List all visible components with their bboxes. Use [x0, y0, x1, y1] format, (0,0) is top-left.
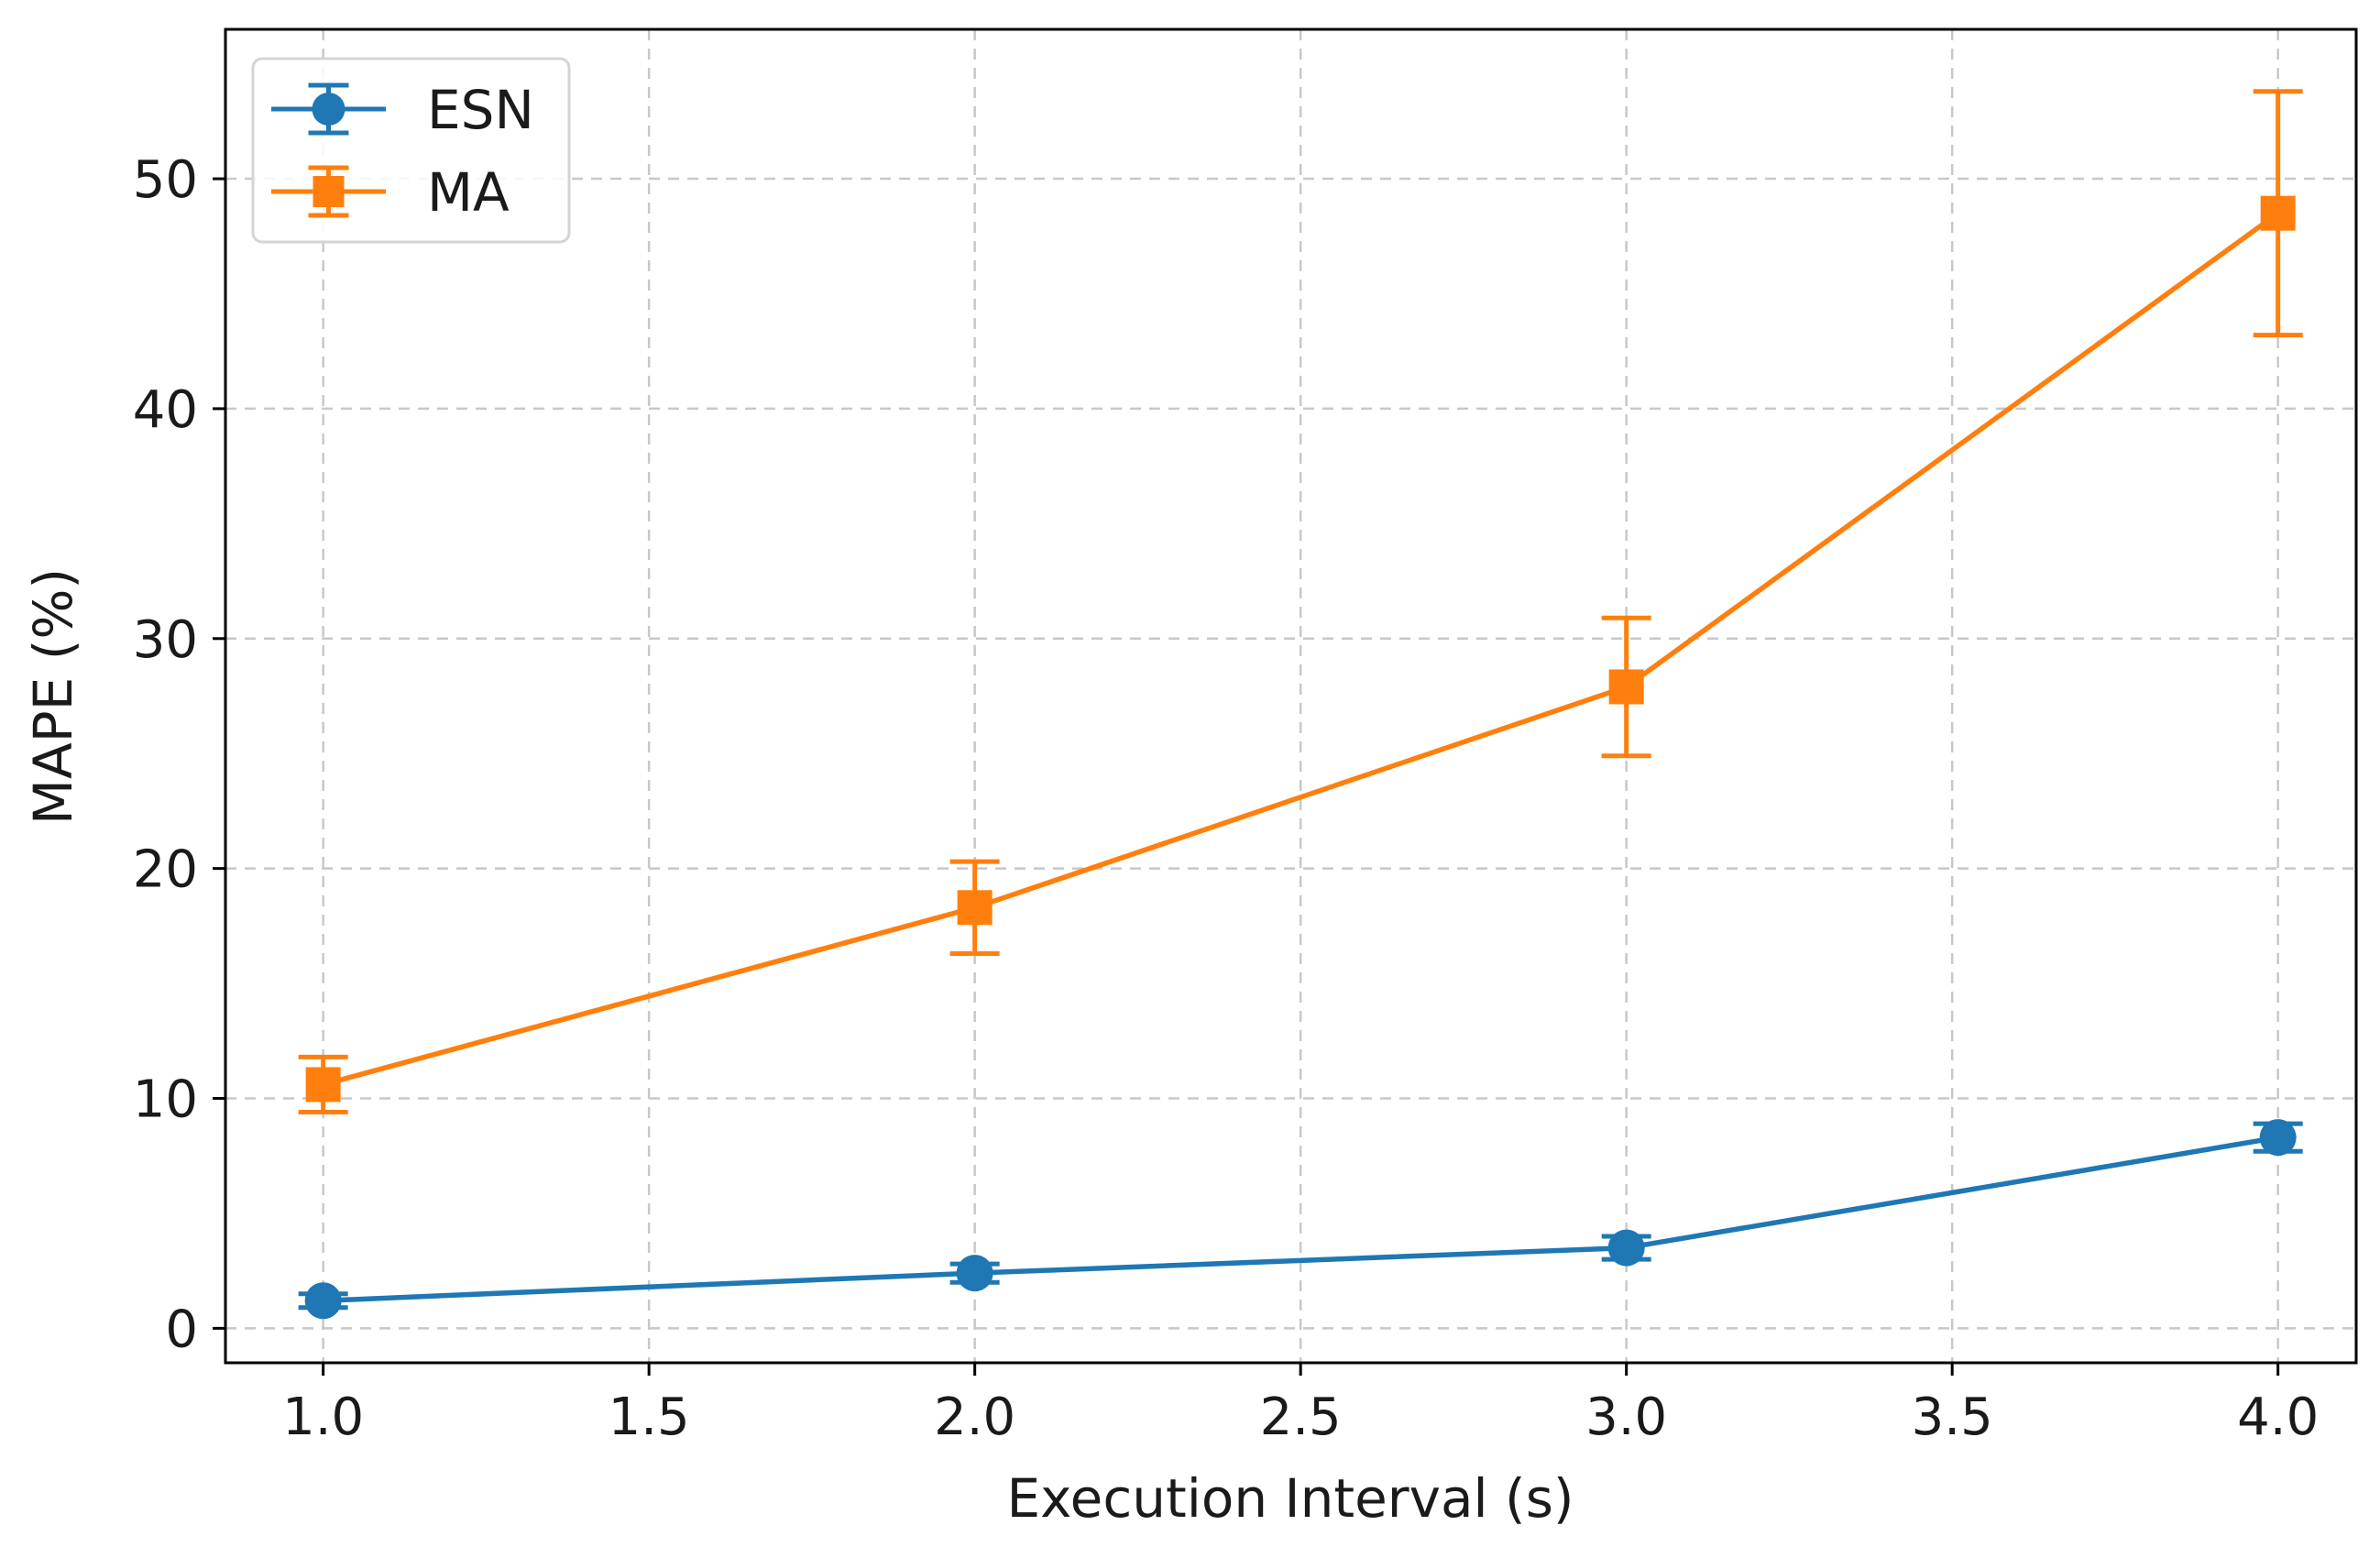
- y-tick-label: 20: [133, 840, 198, 900]
- axis-ticks: 1.0 1.5 2.0 2.5 3.0 3.5 4.0 0 10 20 30 40 50: [133, 150, 2319, 1447]
- esn-marker: [956, 1255, 993, 1292]
- esn-marker: [304, 1282, 342, 1320]
- legend-esn-label: ESN: [427, 79, 534, 141]
- legend-ma-label: MA: [427, 161, 510, 224]
- esn-line: [323, 1135, 2279, 1304]
- legend: ESN MA: [251, 57, 571, 244]
- y-tick-label: 30: [133, 610, 198, 670]
- series-esn: [298, 1119, 2303, 1320]
- y-tick-label: 10: [133, 1070, 198, 1130]
- x-tick-label: 1.0: [282, 1388, 364, 1447]
- y-tick-label: 40: [133, 380, 198, 440]
- x-tick-label: 3.0: [1585, 1388, 1667, 1447]
- x-tick-label: 2.5: [1260, 1388, 1342, 1447]
- x-tick-label: 2.0: [934, 1388, 1015, 1447]
- ma-marker: [305, 1067, 341, 1103]
- esn-marker: [2259, 1119, 2297, 1157]
- ma-line: [322, 211, 2280, 1088]
- plot-frame: [224, 27, 2358, 1365]
- ma-marker: [1608, 669, 1644, 705]
- legend-esn-marker: [312, 93, 345, 126]
- x-tick-label: 4.0: [2237, 1388, 2319, 1447]
- x-tick-label: 3.5: [1912, 1388, 1993, 1447]
- ma-marker: [957, 890, 993, 926]
- x-tick-label: 1.5: [609, 1388, 690, 1447]
- legend-item-esn: ESN: [271, 79, 534, 141]
- series-ma: [298, 89, 2303, 1115]
- y-axis-label: MAPE (%): [22, 568, 84, 825]
- y-tick-label: 50: [133, 150, 198, 210]
- legend-ma-marker: [313, 176, 345, 207]
- esn-marker: [1607, 1229, 1645, 1267]
- legend-item-ma: MA: [271, 161, 510, 224]
- ma-marker: [2260, 195, 2296, 231]
- x-axis-label: Execution Interval (s): [1006, 1467, 1574, 1530]
- y-tick-label: 0: [165, 1300, 198, 1359]
- series-layer: [298, 89, 2303, 1320]
